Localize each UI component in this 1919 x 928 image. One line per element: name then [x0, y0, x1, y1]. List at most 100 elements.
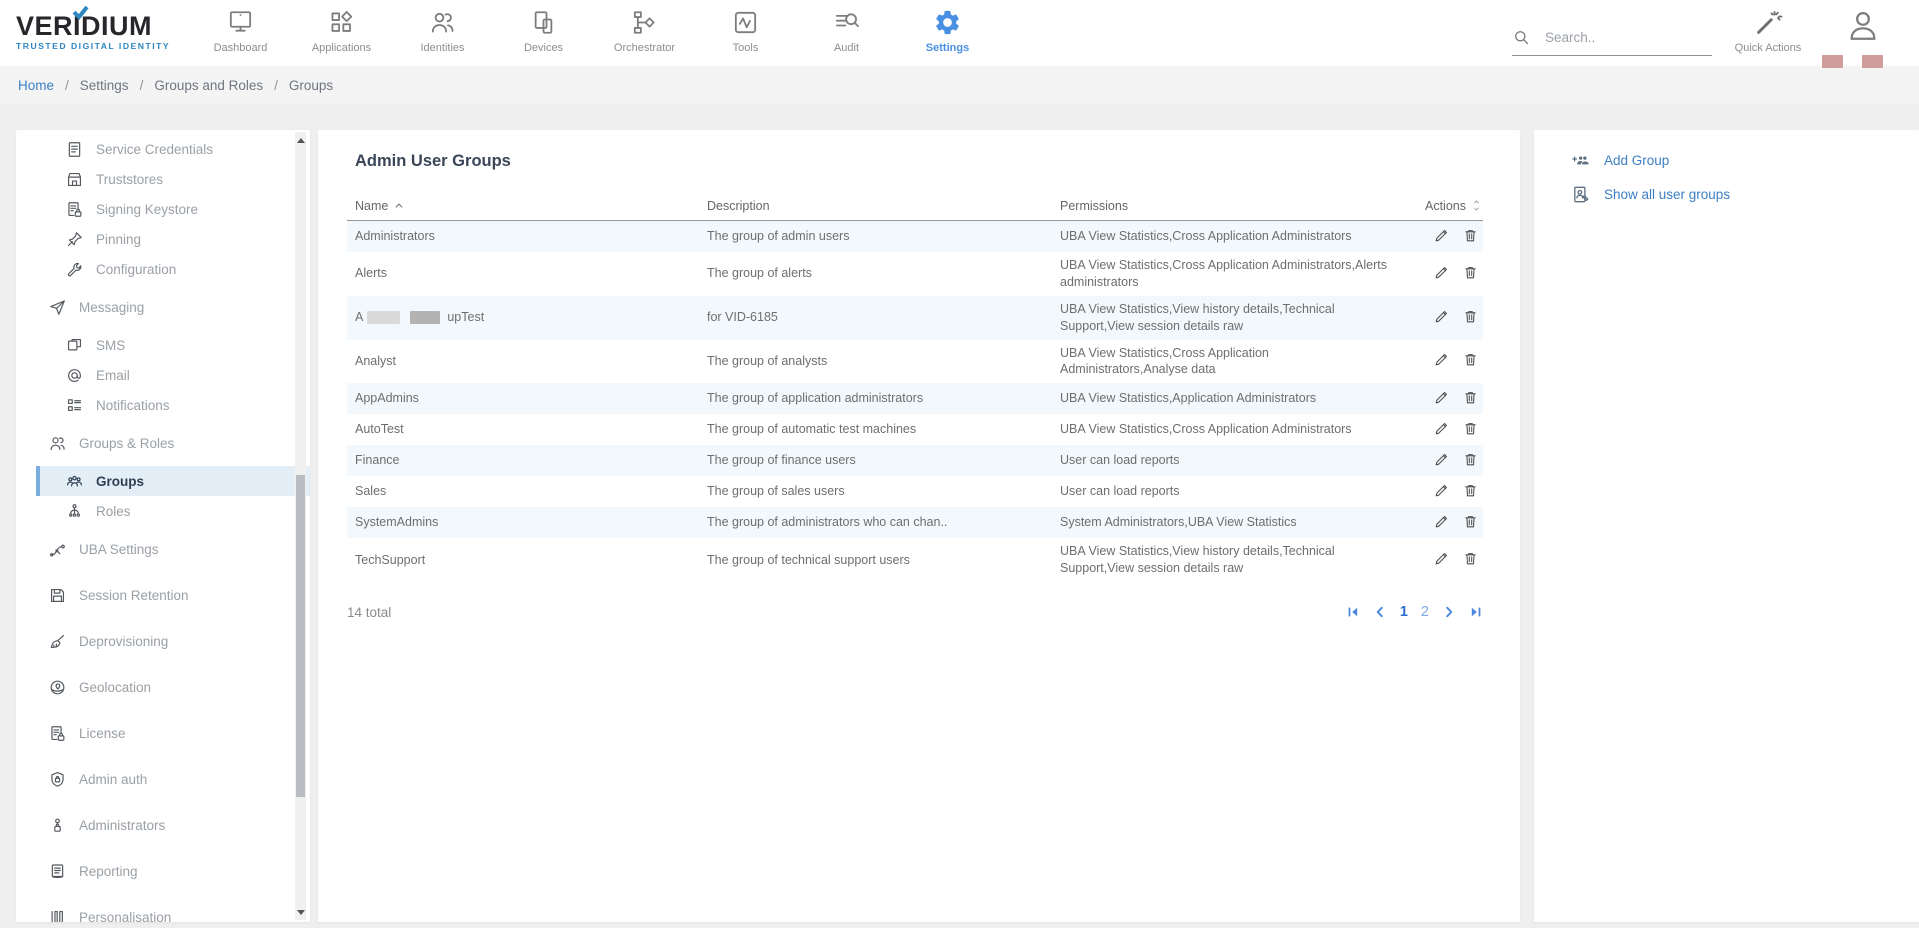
- veridium-logo[interactable]: VERIDIUM TRUSTED DIGITAL IDENTITY: [16, 5, 176, 51]
- nav-label: Orchestrator: [613, 42, 676, 54]
- delete-button[interactable]: [1462, 513, 1479, 533]
- delete-button[interactable]: [1462, 550, 1479, 570]
- search-icon[interactable]: [1512, 28, 1531, 47]
- delete-button[interactable]: [1462, 420, 1479, 440]
- edit-button[interactable]: [1433, 420, 1450, 440]
- cell-permissions: System Administrators,UBA View Statistic…: [1060, 515, 1297, 530]
- global-search: [1512, 20, 1712, 56]
- column-header-permissions[interactable]: Permissions: [1060, 198, 1129, 213]
- nav-audit[interactable]: Audit: [796, 0, 897, 66]
- sidebar-scrollbar[interactable]: [295, 132, 306, 920]
- sidebar-item-label: Email: [96, 367, 130, 383]
- column-header-actions[interactable]: Actions: [1409, 199, 1483, 213]
- edit-button[interactable]: [1433, 389, 1450, 409]
- identities-icon: [428, 8, 457, 37]
- pencil-icon: [1433, 482, 1450, 499]
- cell-permissions: User can load reports: [1060, 484, 1180, 499]
- nav-orchestrator[interactable]: Orchestrator: [594, 0, 695, 66]
- sidebar-item-signing-keystore[interactable]: Signing Keystore: [16, 194, 310, 224]
- cell-actions: [1409, 346, 1483, 376]
- cell-actions: [1409, 545, 1483, 575]
- breadcrumb-home[interactable]: Home: [18, 77, 55, 93]
- magic-wand-icon: [1753, 8, 1783, 38]
- cell-name: AutoTest: [355, 422, 404, 437]
- sidebar-item-label: License: [79, 725, 126, 741]
- sidebar-item-admin-auth[interactable]: Admin auth: [16, 756, 310, 802]
- scroll-up-arrow-icon[interactable]: [295, 134, 306, 146]
- quick-actions-button[interactable]: Quick Actions: [1722, 8, 1814, 54]
- nav-settings[interactable]: Settings: [897, 0, 998, 66]
- sidebar-list: Service Credentials Truststores Signing Ke…: [16, 130, 310, 922]
- last-page-button[interactable]: [1469, 605, 1483, 619]
- edit-button[interactable]: [1433, 482, 1450, 502]
- tools-icon: [731, 8, 760, 37]
- cell-name: Alerts: [355, 266, 387, 281]
- show-all-user-groups-link[interactable]: Show all user groups: [1570, 184, 1919, 205]
- cell-permissions: UBA View Statistics,Cross Application Ad…: [1060, 345, 1269, 377]
- table-row: Analyst The group of analysts UBA View Sta…: [347, 340, 1483, 384]
- edit-button[interactable]: [1433, 264, 1450, 284]
- edit-button[interactable]: [1433, 227, 1450, 247]
- sidebar-item-reporting[interactable]: Reporting: [16, 848, 310, 894]
- sidebar-item-configuration[interactable]: Configuration: [16, 254, 310, 284]
- sidebar-item-email[interactable]: Email: [16, 360, 310, 390]
- sidebar-item-session-retention[interactable]: Session Retention: [16, 572, 310, 618]
- sidebar-item-uba-settings[interactable]: UBA Settings: [16, 526, 310, 572]
- delete-button[interactable]: [1462, 351, 1479, 371]
- previous-page-button[interactable]: [1373, 605, 1387, 619]
- sidebar-item-pinning[interactable]: Pinning: [16, 224, 310, 254]
- table-row: Finance The group of finance users User ca…: [347, 445, 1483, 477]
- sidebar-item-administrators[interactable]: Administrators: [16, 802, 310, 848]
- sidebar-item-sms[interactable]: SMS: [16, 330, 310, 360]
- sidebar-item-geolocation[interactable]: Geolocation: [16, 664, 310, 710]
- delete-button[interactable]: [1462, 389, 1479, 409]
- scroll-down-arrow-icon[interactable]: [295, 906, 306, 918]
- edit-button[interactable]: [1433, 451, 1450, 471]
- sidebar-item-deprovisioning[interactable]: Deprovisioning: [16, 618, 310, 664]
- delete-button[interactable]: [1462, 308, 1479, 328]
- delete-button[interactable]: [1462, 227, 1479, 247]
- sidebar-item-roles[interactable]: Roles: [16, 496, 310, 526]
- delete-button[interactable]: [1462, 264, 1479, 284]
- sidebar-item-groups[interactable]: Groups: [36, 466, 310, 496]
- edit-button[interactable]: [1433, 550, 1450, 570]
- sidebar-item-messaging[interactable]: Messaging: [16, 284, 310, 330]
- edit-button[interactable]: [1433, 351, 1450, 371]
- sidebar-item-personalisation[interactable]: Personalisation: [16, 894, 310, 922]
- page-number-2[interactable]: 2: [1420, 604, 1429, 620]
- add-group-link[interactable]: Add Group: [1570, 150, 1919, 171]
- search-input[interactable]: [1545, 30, 1695, 45]
- column-header-description[interactable]: Description: [707, 198, 770, 213]
- nav-tools[interactable]: Tools: [695, 0, 796, 66]
- cell-description: The group of sales users: [707, 484, 845, 499]
- sidebar-item-label: Service Credentials: [96, 141, 214, 157]
- at-icon: [65, 366, 84, 385]
- column-header-name[interactable]: Name: [347, 199, 699, 213]
- edit-button[interactable]: [1433, 308, 1450, 328]
- page-number-1[interactable]: 1: [1399, 604, 1408, 620]
- broom-icon: [48, 632, 67, 651]
- pencil-icon: [1433, 351, 1450, 368]
- delete-button[interactable]: [1462, 482, 1479, 502]
- sidebar-item-service-credentials[interactable]: Service Credentials: [16, 134, 310, 164]
- nav-devices[interactable]: Devices: [493, 0, 594, 66]
- nav-identities[interactable]: Identities: [392, 0, 493, 66]
- delete-button[interactable]: [1462, 451, 1479, 471]
- first-page-button[interactable]: [1346, 605, 1360, 619]
- scrollbar-thumb[interactable]: [296, 475, 305, 797]
- sidebar-item-groups-roles[interactable]: Groups & Roles: [16, 420, 310, 466]
- redacted-text: [367, 311, 401, 325]
- nav-applications[interactable]: Applications: [291, 0, 392, 66]
- sidebar-item-notifications[interactable]: Notifications: [16, 390, 310, 420]
- edit-button[interactable]: [1433, 513, 1450, 533]
- sidebar-item-truststores[interactable]: Truststores: [16, 164, 310, 194]
- user-menu[interactable]: [1843, 8, 1883, 44]
- sidebar-item-license[interactable]: License: [16, 710, 310, 756]
- panel-link-label: Show all user groups: [1604, 187, 1731, 202]
- next-page-button[interactable]: [1442, 605, 1456, 619]
- nav-dashboard[interactable]: Dashboard: [190, 0, 291, 66]
- pencil-icon: [1433, 264, 1450, 281]
- redacted-user-info: [1862, 55, 1883, 68]
- logo-check-icon: [72, 5, 89, 20]
